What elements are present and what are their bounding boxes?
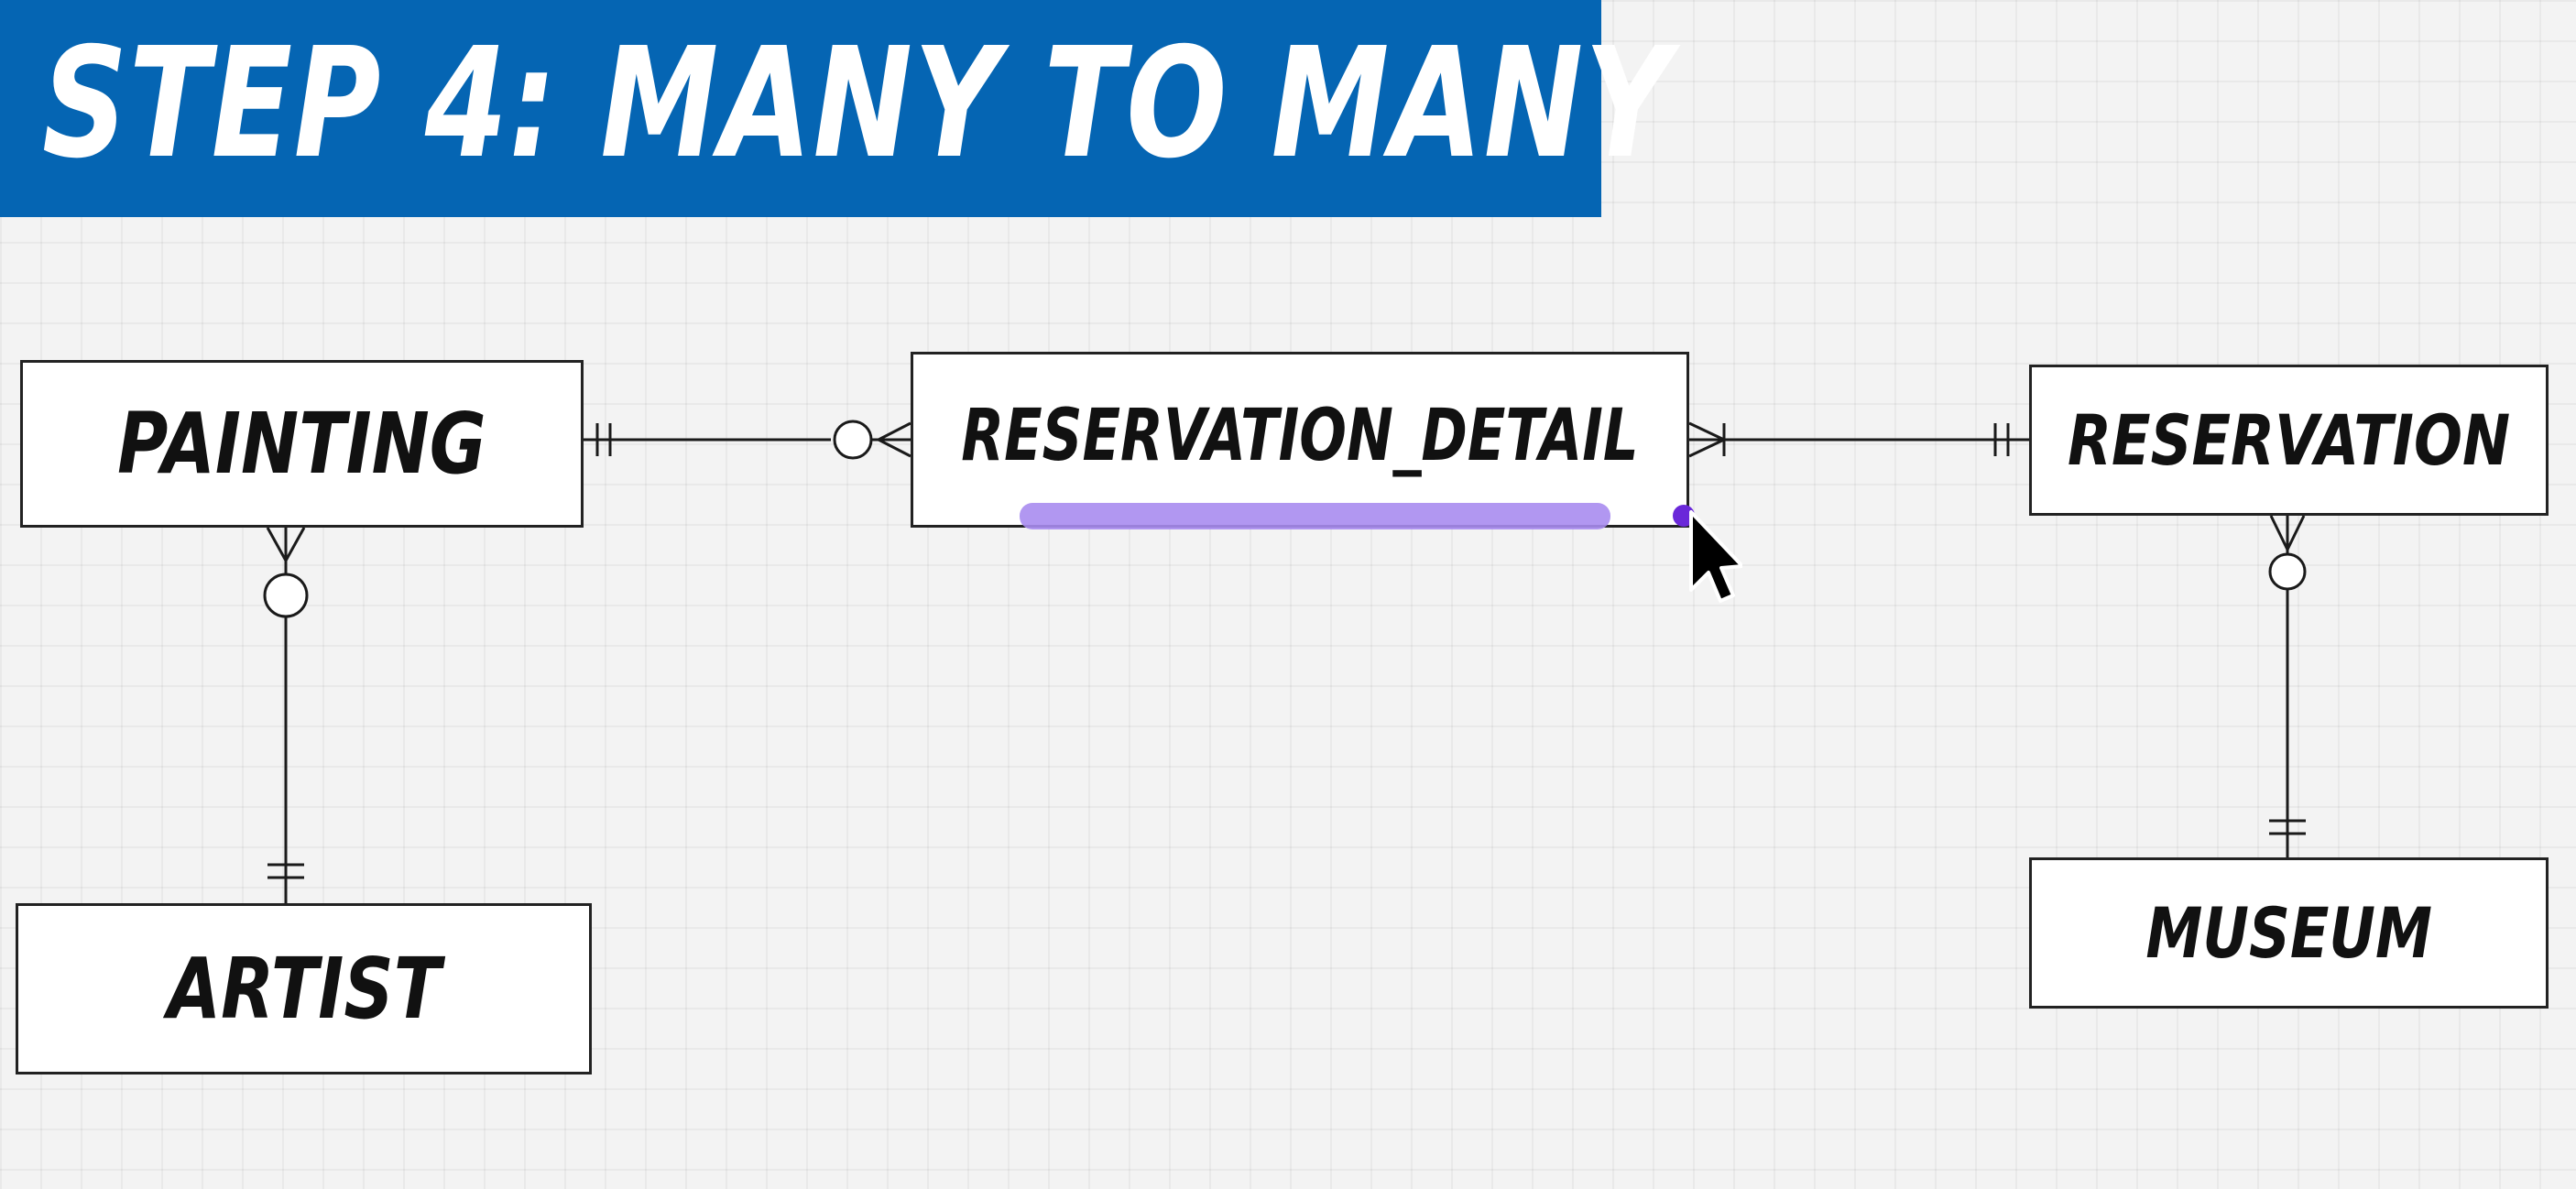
text-selection-highlight (1020, 503, 1610, 529)
entity-museum[interactable]: MUSEUM (2029, 857, 2549, 1009)
entity-label-artist: ARTIST (167, 940, 441, 1038)
connector-reservation-museum[interactable] (2268, 515, 2307, 857)
entity-label-reservation: RESERVATION (2067, 399, 2511, 481)
entity-label-reservation-detail: RESERVATION_DETAIL (961, 395, 1639, 477)
entity-artist[interactable]: ARTIST (16, 903, 592, 1074)
mouse-pointer-icon (1689, 510, 1742, 603)
page-title: STEP 4: MANY TO MANY (42, 16, 1673, 192)
entity-painting[interactable]: PAINTING (20, 360, 584, 528)
entity-label-museum: MUSEUM (2145, 892, 2432, 974)
connector-painting-reservation-detail[interactable] (584, 420, 911, 460)
entity-reservation[interactable]: RESERVATION (2029, 365, 2549, 516)
connector-painting-artist[interactable] (263, 527, 309, 903)
entity-label-painting: PAINTING (117, 395, 486, 493)
entity-reservation-detail[interactable]: RESERVATION_DETAIL (911, 352, 1689, 528)
title-banner: STEP 4: MANY TO MANY (0, 0, 1670, 217)
connector-reservation-detail-reservation[interactable] (1688, 421, 2029, 458)
